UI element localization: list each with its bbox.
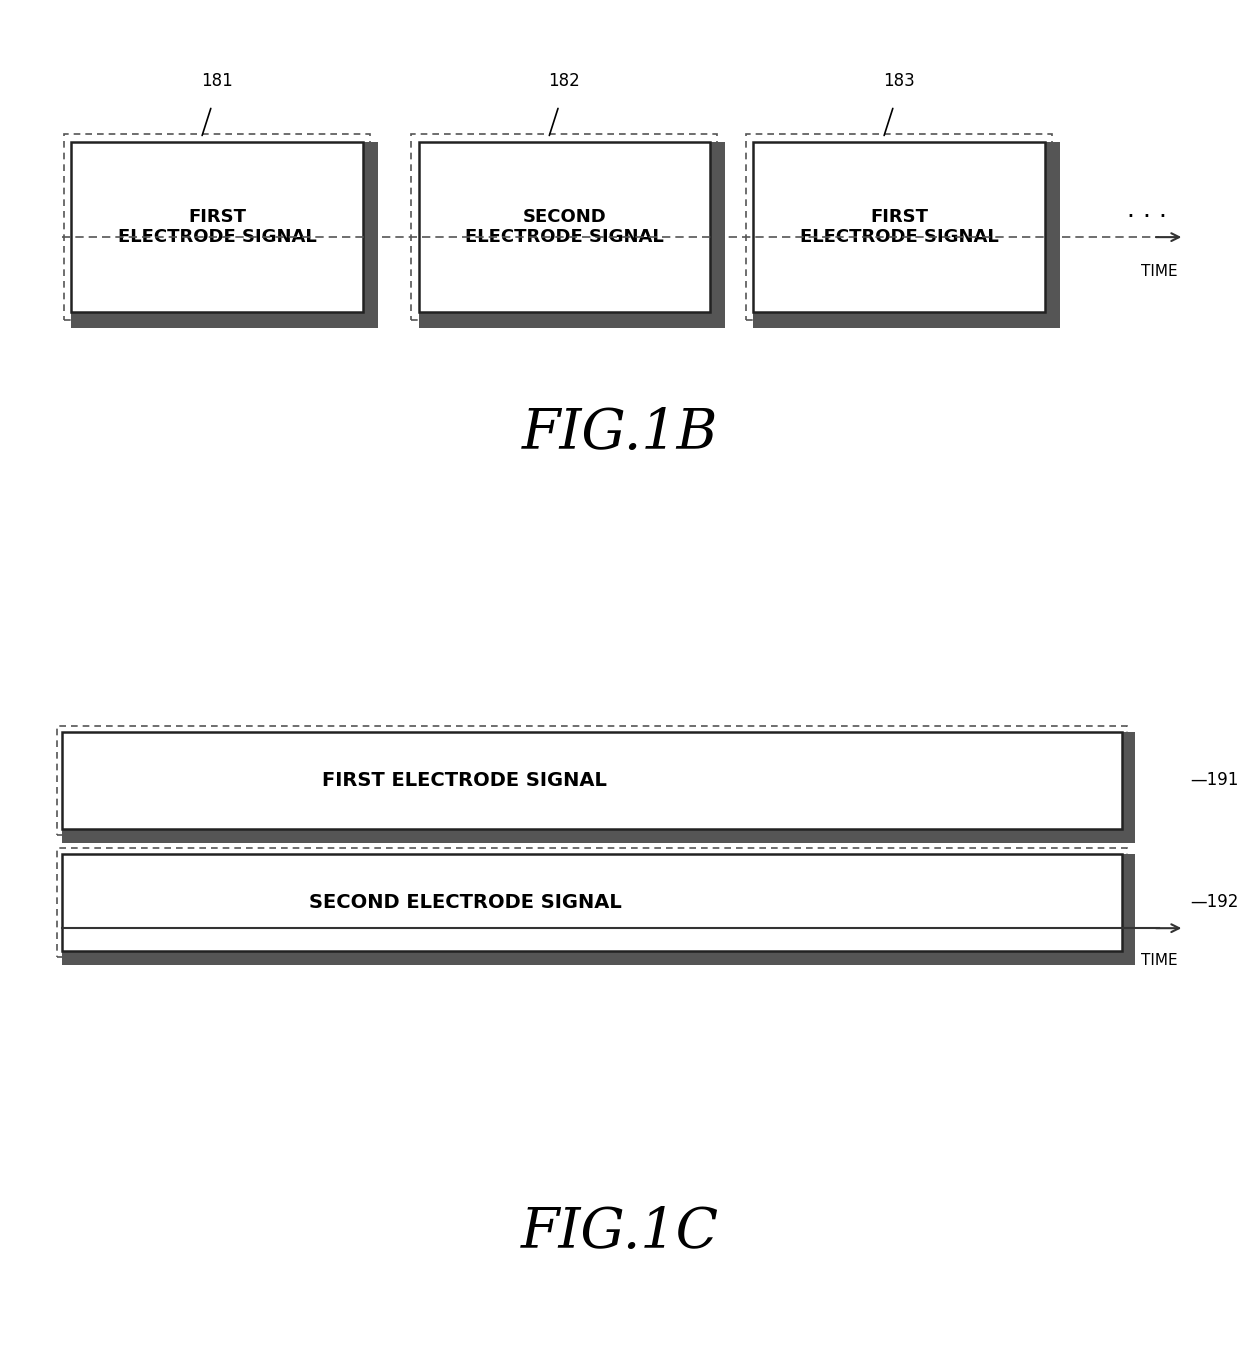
Text: 183: 183 [883, 72, 915, 91]
Text: 182: 182 [548, 72, 580, 91]
Bar [1122, 854, 1135, 965]
Bar [1122, 732, 1135, 843]
Bar [62, 854, 1122, 951]
Bar [62, 829, 1122, 843]
Text: TIME: TIME [1141, 953, 1178, 967]
Bar [57, 848, 1127, 957]
Text: 181: 181 [201, 72, 233, 91]
Bar [419, 312, 709, 328]
Text: FIRST
ELECTRODE SIGNAL: FIRST ELECTRODE SIGNAL [118, 207, 316, 247]
Bar [753, 142, 1044, 312]
Text: . . .: . . . [1127, 198, 1167, 222]
Bar [62, 732, 1122, 829]
Bar [419, 142, 709, 312]
Text: TIME: TIME [1141, 264, 1178, 279]
Text: FIRST
ELECTRODE SIGNAL: FIRST ELECTRODE SIGNAL [800, 207, 998, 247]
Bar [362, 142, 377, 328]
Bar [753, 312, 1044, 328]
Text: FIG.1C: FIG.1C [521, 1206, 719, 1260]
Text: —191: —191 [1190, 771, 1239, 790]
Text: FIG.1B: FIG.1B [522, 406, 718, 461]
Bar [745, 134, 1052, 320]
Bar [71, 312, 362, 328]
Text: SECOND ELECTRODE SIGNAL: SECOND ELECTRODE SIGNAL [309, 893, 621, 912]
Bar [709, 142, 724, 328]
Bar [1044, 142, 1059, 328]
Bar [64, 134, 370, 320]
Bar [71, 142, 362, 312]
Text: —192: —192 [1190, 893, 1239, 912]
Text: FIRST ELECTRODE SIGNAL: FIRST ELECTRODE SIGNAL [322, 771, 608, 790]
Bar [62, 951, 1122, 965]
Text: SECOND
ELECTRODE SIGNAL: SECOND ELECTRODE SIGNAL [465, 207, 663, 247]
Bar [57, 726, 1127, 835]
Bar [412, 134, 717, 320]
